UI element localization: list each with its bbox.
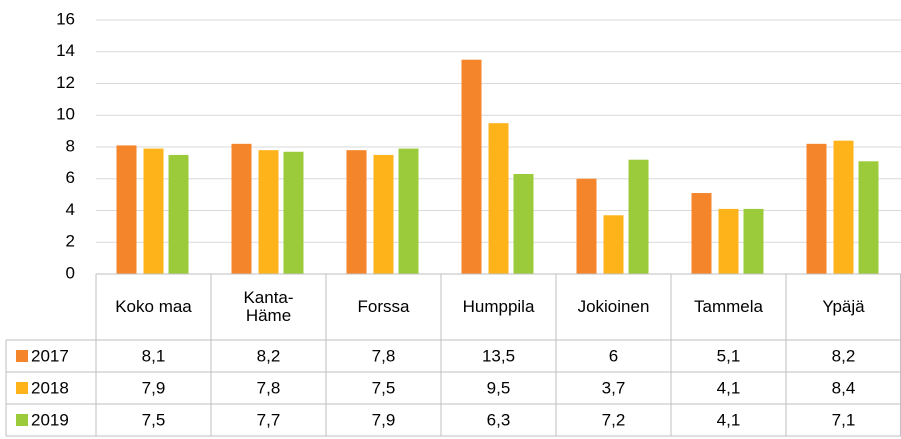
bar bbox=[628, 159, 649, 274]
legend-swatch bbox=[16, 414, 28, 426]
data-label: 8,4 bbox=[832, 378, 856, 397]
legend-swatch bbox=[16, 350, 28, 362]
bar bbox=[143, 148, 164, 274]
legend-label: 2017 bbox=[31, 346, 69, 365]
data-label: 5,1 bbox=[717, 346, 741, 365]
x-tick-label: Jokioinen bbox=[577, 297, 650, 316]
bar bbox=[116, 145, 137, 274]
data-label: 8,1 bbox=[142, 346, 166, 365]
bar bbox=[718, 208, 739, 274]
data-label: 4,1 bbox=[717, 378, 741, 397]
legend-label: 2019 bbox=[31, 410, 69, 429]
bar bbox=[398, 148, 419, 274]
bar bbox=[283, 151, 304, 274]
bar bbox=[461, 59, 482, 274]
category-label: Kanta-Häme bbox=[211, 274, 326, 340]
data-label: 4,1 bbox=[717, 410, 741, 429]
y-tick-label: 16 bbox=[56, 9, 75, 28]
category-label: Ypäjä bbox=[786, 274, 901, 340]
bar bbox=[373, 154, 394, 274]
data-label: 7,1 bbox=[832, 410, 856, 429]
x-tick-label: Humppila bbox=[462, 297, 535, 316]
data-label: 7,9 bbox=[142, 378, 166, 397]
x-tick-label: Kanta-Häme bbox=[243, 288, 294, 325]
category-label: Humppila bbox=[441, 274, 556, 340]
bar bbox=[603, 215, 624, 274]
bar bbox=[576, 178, 597, 274]
data-label: 7,5 bbox=[372, 378, 396, 397]
y-tick-label: 8 bbox=[66, 136, 75, 155]
category-label: Jokioinen bbox=[556, 274, 671, 340]
data-label: 7,5 bbox=[142, 410, 166, 429]
data-label: 7,9 bbox=[372, 410, 396, 429]
y-tick-label: 12 bbox=[56, 73, 75, 92]
bar bbox=[691, 193, 712, 274]
bar bbox=[346, 150, 367, 274]
category-label: Tammela bbox=[671, 274, 786, 340]
y-tick-label: 0 bbox=[66, 263, 75, 282]
legend-swatch bbox=[16, 382, 28, 394]
data-label: 8,2 bbox=[832, 346, 856, 365]
bar bbox=[806, 143, 827, 274]
x-tick-label: Tammela bbox=[694, 297, 763, 316]
bar bbox=[168, 154, 189, 274]
y-tick-label: 10 bbox=[56, 105, 75, 124]
x-tick-label: Koko maa bbox=[115, 297, 192, 316]
y-tick-label: 4 bbox=[66, 200, 75, 219]
bar bbox=[513, 173, 534, 274]
data-label: 6 bbox=[609, 346, 618, 365]
bar bbox=[488, 123, 509, 274]
category-label: Koko maa bbox=[96, 274, 211, 340]
legend-label: 2018 bbox=[31, 378, 69, 397]
data-label: 9,5 bbox=[487, 378, 511, 397]
data-label: 7,8 bbox=[372, 346, 396, 365]
bar bbox=[743, 208, 764, 274]
y-tick-label: 14 bbox=[56, 41, 75, 60]
x-tick-label: Forssa bbox=[357, 297, 410, 316]
data-label: 7,8 bbox=[257, 378, 281, 397]
data-label: 7,2 bbox=[602, 410, 626, 429]
data-label: 7,7 bbox=[257, 410, 281, 429]
bar bbox=[231, 143, 252, 274]
y-tick-label: 6 bbox=[66, 168, 75, 187]
data-label: 13,5 bbox=[482, 346, 515, 365]
x-tick-label: Ypäjä bbox=[822, 297, 865, 316]
data-label: 6,3 bbox=[487, 410, 511, 429]
category-label: Forssa bbox=[326, 274, 441, 340]
y-tick-label: 2 bbox=[66, 232, 75, 251]
bar bbox=[258, 150, 279, 274]
data-label: 8,2 bbox=[257, 346, 281, 365]
bar bbox=[858, 161, 879, 274]
data-label: 3,7 bbox=[602, 378, 626, 397]
bar bbox=[833, 140, 854, 274]
